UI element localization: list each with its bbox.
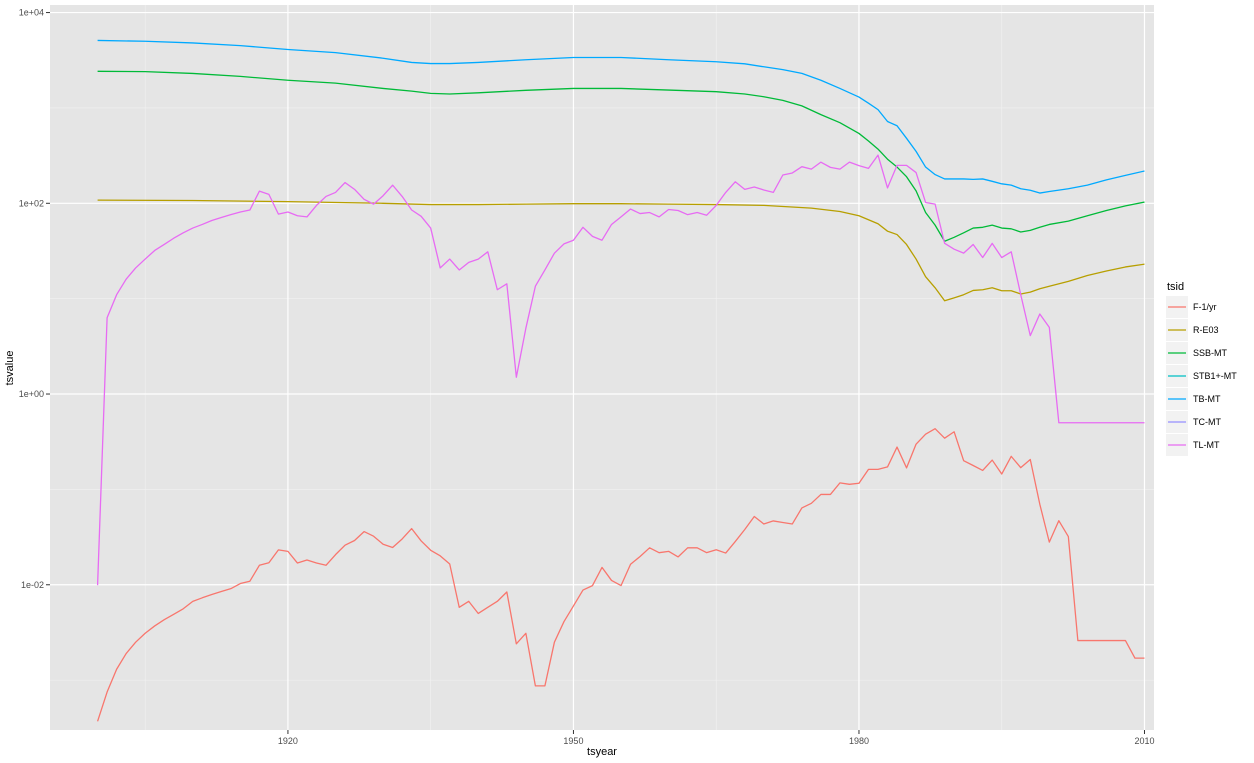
minor-gridlines (50, 5, 1154, 730)
series-line-tb-mt (97, 39, 1145, 194)
major-gridlines (50, 5, 1154, 730)
y-axis-title: tsvalue (4, 351, 16, 386)
legend-title: tsid (1167, 281, 1184, 293)
legend-label-ssb-mt: SSB-MT (1193, 348, 1228, 358)
y-tick-label: 1e+04 (19, 8, 44, 18)
legend-label-f-1-yr: F-1/yr (1193, 302, 1217, 312)
series-line-ssb-mt (97, 70, 1145, 242)
y-tick-label: 1e+02 (19, 198, 44, 208)
series-line-r-e03 (97, 199, 1145, 302)
y-tick-label: 1e+00 (19, 389, 44, 399)
axes: 1920 1950 1980 2010 1e-02 1e+00 1e+02 1e+04 (19, 8, 1155, 746)
x-tick-label: 1920 (278, 736, 298, 746)
legend-label-r-e03: R-E03 (1193, 325, 1219, 335)
legend-label-tl-mt: TL-MT (1193, 440, 1220, 450)
legend-label-tb-mt: TB-MT (1193, 394, 1221, 404)
x-tick-label: 1950 (563, 736, 583, 746)
x-tick-label: 2010 (1134, 736, 1154, 746)
x-axis-title: tsyear (587, 746, 617, 758)
series-line-f-1-yr (96, 428, 1145, 722)
x-tick-label: 1980 (849, 736, 869, 746)
legend-label-stb1-mt: STB1+-MT (1193, 371, 1237, 381)
series-lines (96, 39, 1145, 722)
plot-panel (50, 5, 1154, 730)
y-tick-label: 1e-02 (21, 580, 44, 590)
legend-label-tc-mt: TC-MT (1193, 417, 1221, 427)
legend: tsid F-1/yr R-E03 SSB-MT STB1+-MT TB-MT TC-MT… (1166, 281, 1237, 456)
series-line-tl-mt (96, 154, 1145, 586)
